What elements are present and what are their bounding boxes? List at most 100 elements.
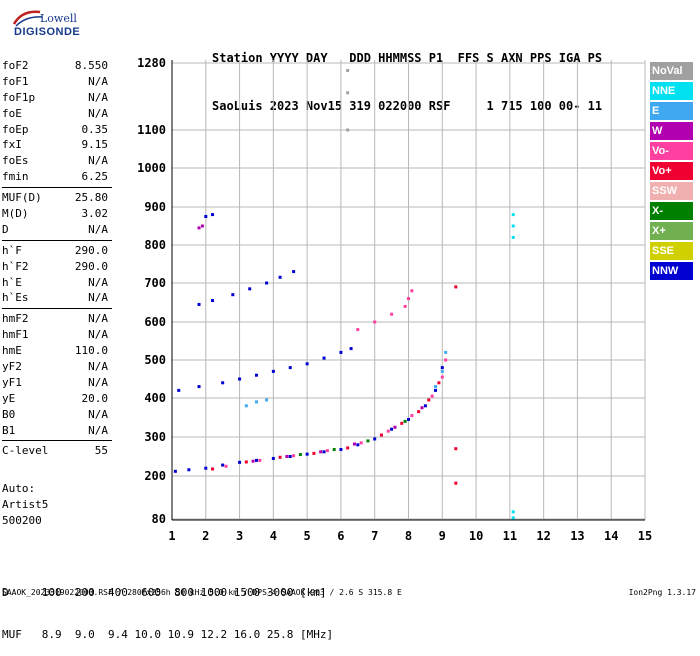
muf-value-row: MUF 8.9 9.0 9.4 10.0 10.9 12.2 16.0 25.8…	[2, 628, 334, 641]
param-key: foEs	[2, 154, 29, 168]
echo-point	[420, 406, 424, 410]
param-value: N/A	[88, 154, 108, 168]
echo-point	[454, 481, 458, 485]
echo-point	[356, 443, 360, 447]
param-key: h`E	[2, 275, 22, 289]
param-value: N/A	[88, 375, 108, 389]
header-values: SaoLuis 2023 Nov15 319 022000 RSF 1 715 …	[212, 99, 603, 113]
echo-point	[298, 453, 302, 457]
echo-point	[440, 369, 444, 373]
param-row: M(D) 3.02	[2, 206, 108, 222]
echo-point	[244, 404, 248, 408]
legend-item-nne: NNE	[650, 82, 693, 100]
param-row: fxI 9.15	[2, 137, 108, 153]
param-row: hmE 110.0	[2, 343, 108, 359]
param-row: fmin 6.25	[2, 169, 108, 185]
param-key: hmE	[2, 344, 22, 358]
legend-item-noval: NoVal	[650, 62, 693, 80]
x-tick-label: 6	[337, 529, 344, 543]
param-key: foE	[2, 106, 22, 120]
ionogram-chart: 1 2 3 4 5 6 7 8 9 10 11 12 13 14 158020030040050060070…	[137, 56, 652, 543]
auto-label: Auto:	[2, 482, 36, 495]
param-row: foEs N/A	[2, 153, 108, 169]
param-row: yE 20.0	[2, 391, 108, 407]
auto-artist: Artist5	[2, 498, 49, 511]
echo-point	[390, 427, 394, 431]
echo-point	[332, 447, 336, 451]
echo-point	[444, 358, 448, 362]
echo-point	[346, 91, 350, 95]
y-tick-label: 800	[144, 238, 166, 252]
echo-point	[366, 439, 370, 443]
station-header: Station YYYY DAY DDD HHMMSS P1 FFS S AXN…	[212, 18, 602, 130]
param-key: yF2	[2, 360, 22, 374]
param-value: N/A	[88, 360, 108, 374]
echo-point	[292, 270, 296, 274]
echo-point	[511, 224, 515, 228]
muf-distance-row: D 100 200 400 600 800 1000 1500 3000 [km…	[2, 586, 327, 599]
param-value: 25.80	[74, 191, 108, 205]
x-tick-label: 12	[536, 529, 550, 543]
echo-point	[271, 456, 275, 460]
x-tick-label: 2	[202, 529, 209, 543]
echo-point	[211, 213, 215, 217]
echo-point	[322, 450, 326, 454]
param-row: foF2 8.550	[2, 58, 108, 74]
param-key: fmin	[2, 170, 29, 184]
y-tick-label: 600	[144, 315, 166, 329]
param-key: yE	[2, 391, 16, 405]
param-row: B0 N/A	[2, 407, 108, 423]
echo-point	[254, 373, 258, 377]
echo-point	[211, 299, 215, 303]
param-row: D N/A	[2, 222, 108, 238]
echo-point	[403, 304, 407, 308]
param-value: 55	[94, 444, 108, 458]
param-row: yF1 N/A	[2, 375, 108, 391]
echo-point	[200, 224, 204, 228]
echo-point	[197, 385, 201, 389]
x-tick-label: 8	[405, 529, 412, 543]
legend-item-x: X-	[650, 202, 693, 220]
x-tick-label: 11	[503, 529, 517, 543]
param-row: foE N/A	[2, 106, 108, 122]
y-tick-label: 500	[144, 353, 166, 367]
echo-point	[221, 381, 225, 385]
x-tick-label: 14	[604, 529, 618, 543]
param-value: 20.0	[81, 391, 109, 405]
param-value: N/A	[88, 90, 108, 104]
param-row: h`F 290.0	[2, 243, 108, 259]
echo-point	[288, 366, 292, 370]
logo-brand-top: Lowell	[40, 12, 77, 25]
x-tick-label: 1	[168, 529, 175, 543]
echo-point	[434, 385, 438, 389]
legend-item-ssw: SSW	[650, 182, 693, 200]
echo-point	[322, 356, 326, 360]
y-tick-label: 1280	[137, 56, 166, 70]
echo-point	[511, 510, 515, 514]
param-key: D	[2, 222, 9, 236]
echo-point	[221, 463, 225, 467]
echo-point	[511, 213, 515, 217]
echo-point	[423, 404, 427, 408]
echo-point	[511, 516, 515, 520]
param-row: B1 N/A	[2, 423, 108, 439]
legend-item-nnw: NNW	[650, 262, 693, 280]
echo-point	[356, 328, 360, 332]
echo-point	[305, 362, 309, 366]
logo-brand-bottom: DIGISONDE	[14, 26, 81, 38]
y-tick-label: 80	[152, 512, 166, 526]
param-value: 3.02	[81, 207, 109, 221]
param-key: MUF(D)	[2, 191, 42, 205]
param-row: foF1p N/A	[2, 90, 108, 106]
auto-code: 500200	[2, 514, 42, 527]
echo-point	[278, 275, 282, 279]
echo-point	[288, 455, 292, 458]
echo-point	[434, 388, 438, 392]
param-value: 110.0	[74, 344, 108, 358]
param-value: 0.35	[81, 122, 109, 136]
param-row: MUF(D) 25.80	[2, 190, 108, 206]
echo-point	[258, 458, 262, 462]
echo-point	[427, 398, 431, 402]
params-separator	[2, 187, 112, 189]
echo-point	[265, 398, 269, 402]
